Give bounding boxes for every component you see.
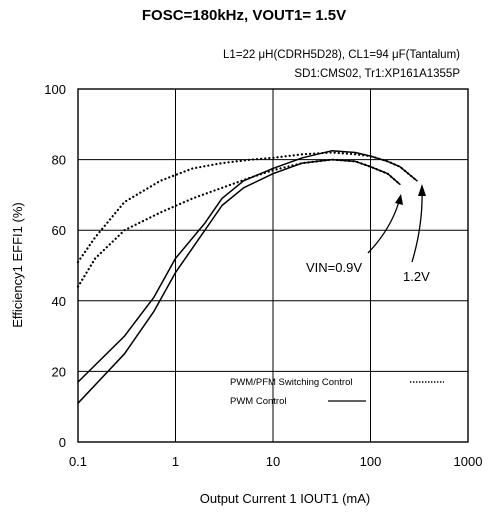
annotation-arrow-vin-0.9v [367, 197, 401, 254]
x-axis-label: Output Current 1 IOUT1 (mA) [200, 491, 371, 506]
y-tick-label: 40 [52, 294, 66, 309]
y-tick-label: 20 [52, 364, 66, 379]
x-tick-label: 1 [172, 454, 179, 469]
x-tick-label: 0.1 [69, 454, 87, 469]
y-axis-label: Efficiency1 EFFI1 (%) [10, 202, 25, 327]
annotation-arrowhead-1.2v [418, 184, 426, 196]
series-group [76, 150, 419, 404]
series-line-pwm-pfm-1 [76, 151, 419, 264]
chart-subtitle-line-1: L1=22 μH(CDRH5D28), CL1=94 μF(Tantalum) [223, 49, 460, 61]
y-tick-label: 60 [52, 223, 66, 238]
annotation-arrowhead-vin-0.9v [395, 194, 403, 205]
legend: PWM/PFM Switching Control PWM Control [230, 377, 444, 407]
y-tick-label: 0 [59, 435, 66, 450]
series-line-pwm-2 [77, 158, 401, 404]
tick-labels: 0.1 1 10 100 1000 0 20 40 60 80 100 [44, 82, 482, 469]
annotation-1.2v: 1.2V [403, 269, 430, 284]
annotation-vin-0.9v: VIN=0.9V [306, 260, 362, 275]
x-tick-label: 100 [360, 454, 382, 469]
plot-frame [77, 88, 469, 443]
legend-label-pwm: PWM Control [230, 396, 286, 407]
x-tick-label: 10 [266, 454, 280, 469]
grid-lines [77, 88, 469, 443]
y-tick-label: 80 [52, 153, 66, 168]
chart-title: FOSC=180kHz, VOUT1= 1.5V [142, 7, 346, 24]
annotation-arrow-1.2v [411, 189, 423, 263]
legend-label-pwm-pfm: PWM/PFM Switching Control [230, 377, 352, 388]
series-line-pwm-3 [77, 150, 418, 383]
y-tick-label: 100 [44, 82, 66, 97]
annotations: VIN=0.9V 1.2V [306, 184, 430, 284]
x-tick-label: 1000 [454, 454, 483, 469]
chart-subtitle-line-2: SD1:CMS02, Tr1:XP161A1355P [294, 68, 460, 80]
